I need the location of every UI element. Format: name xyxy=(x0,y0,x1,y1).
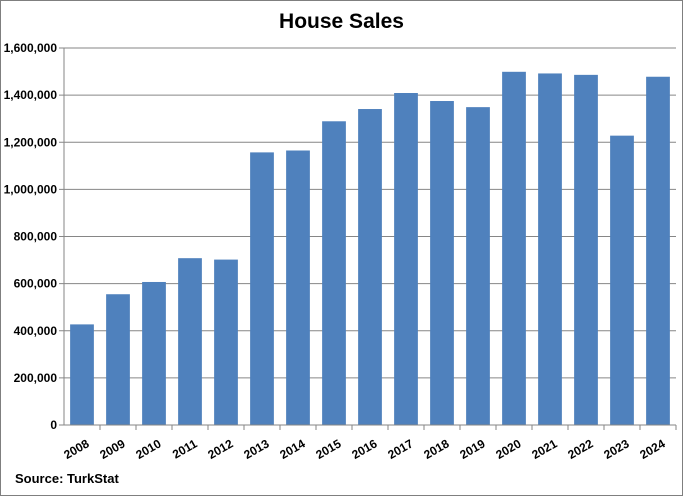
bar-2018 xyxy=(430,101,454,425)
x-tick-label: 2021 xyxy=(529,436,559,462)
x-tick-label: 2017 xyxy=(385,436,415,462)
x-tick-label: 2014 xyxy=(277,436,307,462)
x-tick-label: 2012 xyxy=(205,436,235,462)
y-tick-label: 600,000 xyxy=(14,277,58,291)
x-tick-label: 2008 xyxy=(61,436,91,462)
y-tick-label: 1,400,000 xyxy=(4,88,58,102)
bar-2019 xyxy=(466,107,490,425)
y-tick-label: 1,000,000 xyxy=(4,182,58,196)
y-tick-label: 400,000 xyxy=(14,324,58,338)
y-tick-label: 800,000 xyxy=(14,230,58,244)
chart-title: House Sales xyxy=(279,10,404,33)
x-tick-label: 2024 xyxy=(637,436,667,462)
bar-2011 xyxy=(178,258,202,425)
bar-2017 xyxy=(394,93,418,426)
x-tick-label: 2016 xyxy=(349,436,379,462)
bar-2008 xyxy=(70,324,94,425)
x-tick-label: 2009 xyxy=(97,436,127,462)
bar-2012 xyxy=(214,259,238,425)
bar-2021 xyxy=(538,73,562,425)
x-tick-label: 2022 xyxy=(565,436,595,462)
bar-2014 xyxy=(286,150,310,425)
y-tick-label: 1,600,000 xyxy=(4,41,58,55)
x-tick-label: 2010 xyxy=(133,436,163,462)
y-tick-label: 0 xyxy=(50,418,57,432)
x-tick-label: 2011 xyxy=(170,436,200,461)
source-note: Source: TurkStat xyxy=(15,471,119,486)
y-tick-label: 200,000 xyxy=(14,371,58,385)
bar-2010 xyxy=(142,281,166,425)
y-tick-label: 1,200,000 xyxy=(4,135,58,149)
bar-2020 xyxy=(502,71,526,425)
x-tick-label: 2020 xyxy=(493,436,523,462)
bar-2022 xyxy=(574,74,598,425)
x-tick-label: 2019 xyxy=(457,436,487,462)
x-tick-label: 2013 xyxy=(241,436,271,462)
x-tick-label: 2018 xyxy=(421,436,451,462)
x-tick-label: 2023 xyxy=(601,436,631,462)
bar-2013 xyxy=(250,152,274,425)
x-tick-label: 2015 xyxy=(313,436,343,462)
bar-2023 xyxy=(610,135,634,425)
bar-2024 xyxy=(646,76,670,425)
bar-2009 xyxy=(106,294,130,425)
bar-2016 xyxy=(358,109,382,425)
bar-2015 xyxy=(322,121,346,426)
